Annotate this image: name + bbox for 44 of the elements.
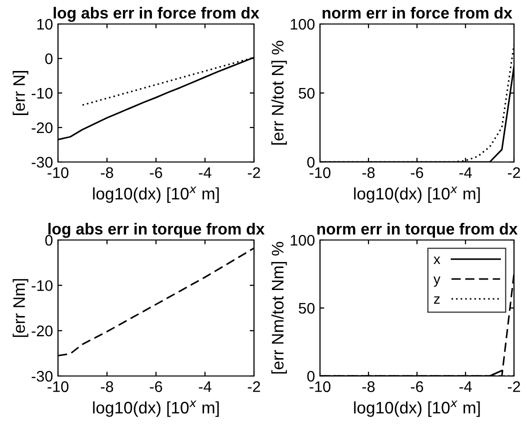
legend-label: x (434, 256, 440, 264)
y-axis-title: [err N/tot N] % (271, 40, 287, 145)
y-tick-label: -30 (32, 156, 53, 168)
chart-title: norm err in force from dx (322, 6, 512, 19)
y-tick-label: 0 (307, 370, 315, 382)
chart-title: norm err in torque from dx (317, 222, 518, 238)
chart-title: log abs err in force from dx (54, 6, 260, 22)
y-tick-label: -10 (32, 88, 53, 99)
y-axis-title: [err Nm/tot Nm] % (271, 242, 287, 374)
y-tick-label: 50 (298, 302, 315, 314)
x-tick-label: -4 (198, 167, 212, 178)
y-axis-title: [err N] (12, 71, 28, 115)
x-tick-label: -2 (508, 381, 520, 392)
x-tick-label: -2 (248, 167, 260, 178)
x-tick-label: -8 (362, 167, 375, 178)
x-tick-label: -8 (100, 381, 114, 392)
y-axis-title: [err Nm] (12, 279, 28, 337)
legend-label: y (433, 276, 440, 287)
x-tick-label: -6 (150, 167, 162, 178)
x-tick-label: -6 (410, 167, 424, 178)
x-tick-label: -2 (248, 381, 260, 392)
y-tick-label: 100 (290, 234, 315, 246)
y-tick-label: -20 (32, 326, 53, 336)
y-tick-label: 10 (37, 18, 53, 30)
x-tick-label: -8 (100, 167, 114, 178)
y-tick-label: 0 (45, 53, 53, 64)
y-tick-label: 50 (298, 88, 315, 99)
x-tick-label: -4 (459, 167, 472, 178)
x-tick-label: -6 (150, 381, 162, 392)
x-tick-label: -2 (508, 167, 520, 178)
x-tick-label: -4 (459, 381, 472, 392)
x-tick-label: -8 (362, 381, 375, 392)
legend-label: z (434, 296, 440, 304)
y-tick-label: -30 (32, 370, 53, 382)
x-tick-label: -6 (410, 381, 424, 392)
x-tick-label: -4 (198, 381, 212, 392)
y-tick-label: -20 (32, 122, 53, 134)
y-tick-label: -10 (32, 280, 53, 292)
x-axis-title: log10(dx) [10$^{x}$ m] (354, 186, 480, 203)
x-axis-title: log10(dx) [10$^{x}$ m] (93, 400, 219, 417)
x-axis-title: log10(dx) [10$^{x}$ m] (354, 400, 480, 417)
y-tick-label: 0 (307, 156, 315, 168)
y-tick-label: 100 (290, 18, 315, 30)
x-axis-title: log10(dx) [10$^{x}$ m] (93, 186, 219, 203)
